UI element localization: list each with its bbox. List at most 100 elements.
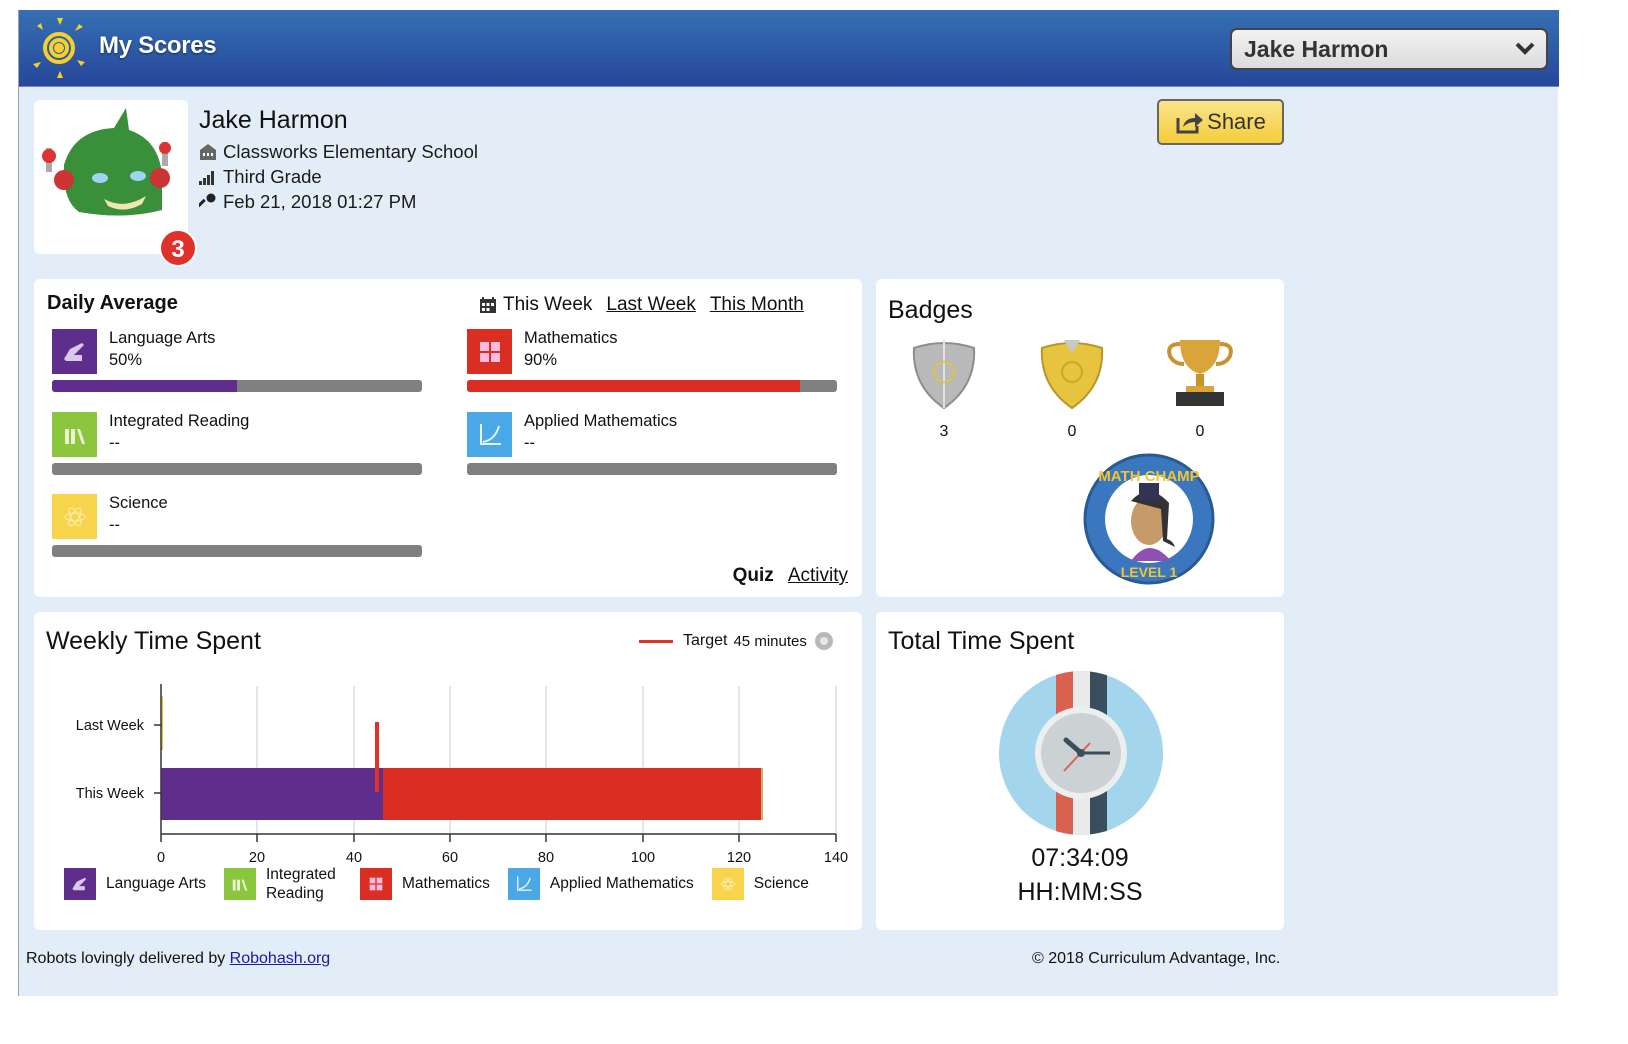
bar-this-week-science[interactable] bbox=[761, 768, 763, 820]
target-label: Target bbox=[683, 632, 728, 649]
progress-fill bbox=[467, 380, 800, 392]
books-icon bbox=[223, 868, 256, 900]
badge-silver-shield[interactable]: 3 bbox=[899, 334, 989, 441]
footer-credit-text: Robots lovingly delivered by bbox=[26, 950, 226, 967]
x-tick-label: 120 bbox=[727, 850, 751, 862]
range-tab-this-week-label: This Week bbox=[503, 294, 593, 315]
legend-label: Science bbox=[753, 875, 809, 892]
total-time-format: HH:MM:SS bbox=[1017, 878, 1143, 906]
progress-bar bbox=[52, 463, 422, 475]
subject-score: 50% bbox=[109, 351, 143, 369]
grade-row: Third Grade bbox=[199, 164, 478, 189]
subject-name: Applied Mathematics bbox=[524, 412, 678, 430]
legend-item-science[interactable]: Science bbox=[711, 868, 809, 900]
badge-count: 3 bbox=[939, 423, 949, 440]
subject-score: -- bbox=[524, 434, 535, 452]
avatar-card bbox=[34, 100, 188, 254]
badge-gold-shield[interactable]: 0 bbox=[1027, 334, 1117, 441]
progress-bar bbox=[467, 380, 837, 392]
silver-shield-icon bbox=[912, 340, 976, 410]
atom-icon bbox=[711, 868, 744, 900]
weekly-time-title: Weekly Time Spent bbox=[46, 627, 261, 655]
subject-name: Science bbox=[109, 494, 168, 512]
range-tab-last-week[interactable]: Last Week bbox=[606, 294, 696, 315]
range-tab-this-month[interactable]: This Month bbox=[709, 294, 804, 315]
bar-last-week-science[interactable] bbox=[161, 696, 163, 750]
subject-name: Integrated Reading bbox=[109, 412, 250, 430]
legend-label: Mathematics bbox=[401, 875, 490, 892]
gear-icon[interactable] bbox=[813, 630, 835, 652]
student-selector-dropdown[interactable]: Jake Harmon bbox=[1230, 28, 1548, 70]
progress-fill bbox=[52, 380, 237, 392]
last-login-row: Feb 21, 2018 01:27 PM bbox=[199, 189, 478, 214]
legend-label: Language Arts bbox=[106, 875, 206, 892]
profile-info: Jake Harmon Classworks Elementary School… bbox=[199, 106, 478, 214]
badge-count: 0 bbox=[1067, 423, 1077, 440]
badges-card: Badges 3 0 bbox=[876, 279, 1284, 597]
calculator-icon bbox=[467, 329, 512, 374]
chart-legend: Language Arts Integrated Reading Mathema… bbox=[64, 865, 827, 903]
legend-label: Integrated Reading bbox=[265, 866, 336, 902]
pen-hand-icon bbox=[52, 329, 97, 374]
graph-curve-icon bbox=[507, 868, 540, 900]
bar-this-week-mathematics[interactable] bbox=[383, 768, 761, 820]
subject-score: -- bbox=[109, 434, 120, 452]
y-tick-label: Last Week bbox=[76, 718, 145, 734]
school-row: Classworks Elementary School bbox=[199, 139, 478, 164]
x-tick-label: 20 bbox=[249, 850, 265, 862]
daily-average-title: Daily Average bbox=[47, 292, 178, 314]
key-icon bbox=[199, 193, 216, 207]
legend-item-applied-mathematics[interactable]: Applied Mathematics bbox=[507, 868, 694, 900]
trophy-icon bbox=[1167, 340, 1233, 406]
legend-label: Applied Mathematics bbox=[549, 875, 694, 892]
watch-icon bbox=[999, 671, 1163, 835]
legend-item-integrated-reading[interactable]: Integrated Reading bbox=[223, 865, 342, 903]
signal-bars-icon bbox=[199, 170, 214, 185]
calendar-icon bbox=[480, 297, 496, 313]
share-button-label: Share bbox=[1207, 109, 1266, 134]
y-tick-label: This Week bbox=[76, 786, 145, 802]
math-champ-medal-icon[interactable]: MATH CHAMP LEVEL 1 bbox=[1081, 451, 1217, 587]
graph-curve-icon bbox=[467, 412, 512, 457]
range-tab-this-week[interactable]: This Week bbox=[479, 294, 592, 316]
notification-badge: 3 bbox=[159, 229, 197, 267]
bar-this-week-language-arts[interactable] bbox=[161, 768, 383, 820]
share-icon bbox=[1176, 113, 1204, 134]
top-bar: My Scores Jake Harmon bbox=[19, 10, 1559, 87]
gold-shield-icon bbox=[1040, 340, 1104, 410]
progress-bar bbox=[52, 545, 422, 557]
subject-name: Language Arts bbox=[109, 329, 216, 347]
target-legend: Target 45 minutes bbox=[639, 630, 835, 652]
x-tick-label: 140 bbox=[824, 850, 848, 862]
target-value[interactable]: 45 minutes bbox=[733, 632, 807, 650]
books-icon bbox=[52, 412, 97, 457]
weekly-time-bar-chart: Last Week This Week 0 20 40 60 80 100 12… bbox=[76, 684, 848, 862]
robohash-link[interactable]: Robohash.org bbox=[229, 950, 331, 967]
atom-icon bbox=[52, 494, 97, 539]
mode-tab-quiz[interactable]: Quiz bbox=[732, 565, 774, 586]
weekly-time-card: Weekly Time Spent Target 45 minutes bbox=[34, 612, 862, 930]
badge-trophy[interactable]: 0 bbox=[1155, 334, 1245, 441]
legend-item-language-arts[interactable]: Language Arts bbox=[64, 868, 206, 900]
medal-level: LEVEL 1 bbox=[1121, 564, 1178, 580]
student-name: Jake Harmon bbox=[199, 106, 348, 134]
subject-name: Mathematics bbox=[524, 329, 618, 347]
chevron-down-icon bbox=[1515, 42, 1535, 55]
subject-score: -- bbox=[109, 516, 120, 534]
daily-average-card: Daily Average This Week Last Week This M… bbox=[34, 279, 862, 597]
target-line-swatch bbox=[639, 639, 673, 643]
footer-copyright: © 2018 Curriculum Advantage, Inc. bbox=[1032, 950, 1281, 967]
legend-item-mathematics[interactable]: Mathematics bbox=[359, 868, 490, 900]
x-tick-label: 60 bbox=[442, 850, 458, 862]
school-icon bbox=[200, 143, 216, 160]
progress-bar bbox=[467, 463, 837, 475]
app-title: My Scores bbox=[99, 32, 217, 59]
share-button[interactable]: Share bbox=[1157, 99, 1284, 145]
student-selector-value: Jake Harmon bbox=[1244, 36, 1389, 62]
mode-tab-activity[interactable]: Activity bbox=[787, 565, 848, 586]
calculator-icon bbox=[359, 868, 392, 900]
page-frame: My Scores Jake Harmon 3 Jake Harmon bbox=[18, 10, 1559, 996]
grade-level: Third Grade bbox=[223, 165, 322, 187]
badges-title: Badges bbox=[888, 296, 973, 324]
x-tick-label: 0 bbox=[157, 850, 165, 862]
